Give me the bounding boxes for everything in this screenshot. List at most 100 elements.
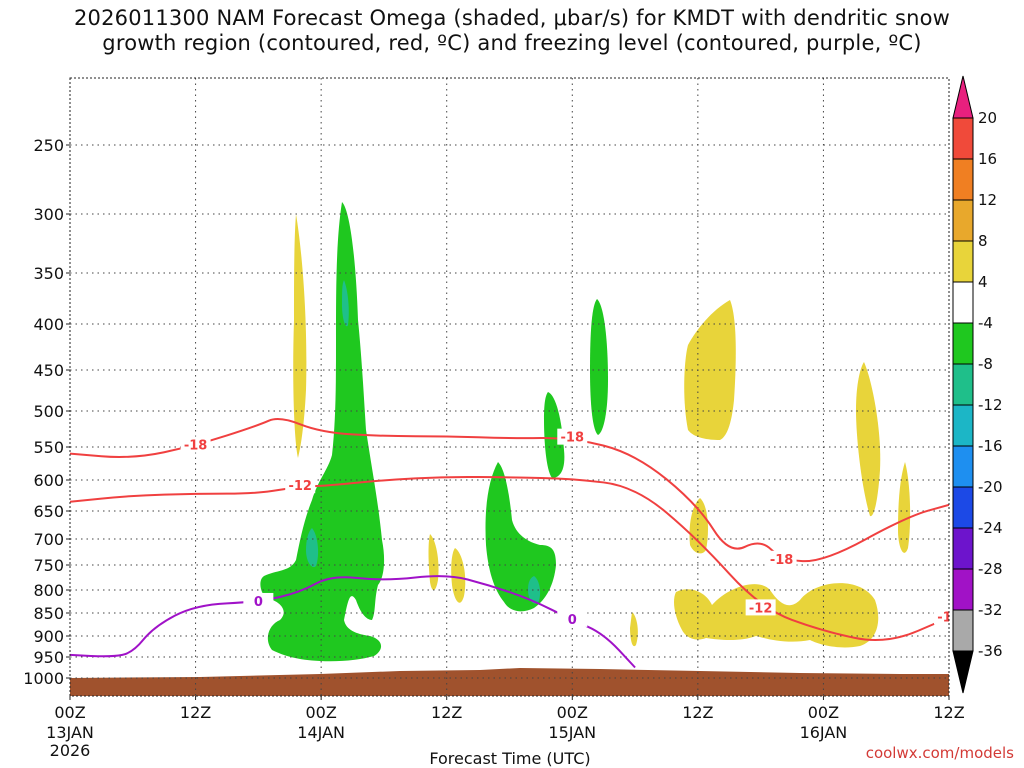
y-tick-label: 300 (33, 205, 64, 224)
contour-line (70, 475, 949, 642)
plot-frame (69, 77, 950, 697)
colorbar-label: -8 (978, 355, 993, 373)
omega-positive-region (630, 612, 638, 647)
y-tick-label: 950 (33, 648, 64, 667)
colorbar-label: 16 (978, 150, 997, 168)
contour-label-bg (766, 550, 797, 567)
y-tick-label: 500 (33, 402, 64, 421)
colorbar-label: 12 (978, 191, 997, 209)
chart-title: 2026011300 NAM Forecast Omega (shaded, μ… (0, 6, 1024, 56)
contour-label-bg (285, 477, 316, 494)
x-tick-label: 00Z (808, 703, 839, 722)
contour-label-bg (180, 436, 211, 453)
colorbar-label: -36 (978, 642, 1003, 660)
colorbar-swatch (952, 240, 974, 283)
omega-positive-region (451, 548, 466, 603)
contour-label-bg (557, 428, 588, 445)
y-tick-label: 250 (33, 136, 64, 155)
colorbar-swatch (952, 158, 974, 201)
x-tick-label: 00Z (557, 703, 588, 722)
contour-label: -18 (561, 431, 585, 446)
omega-positive-region (428, 534, 439, 591)
contour-label: 0 (568, 613, 577, 628)
colorbar-label: -16 (978, 437, 1003, 455)
colorbar-swatch (952, 281, 974, 324)
omega-positive-region (856, 362, 881, 517)
colorbar-label: -20 (978, 478, 1003, 496)
colorbar-swatch (952, 486, 974, 529)
colorbar-extend-bottom (952, 650, 974, 694)
colorbar-label: -32 (978, 601, 1003, 619)
y-tick-label: 550 (33, 438, 64, 457)
x-axis-title: Forecast Time (UTC) (429, 749, 590, 768)
omega-strong-core (306, 528, 319, 568)
x-tick-year: 2026 (50, 741, 91, 760)
y-tick-label: 800 (33, 581, 64, 600)
site-credit: coolwx.com/models (865, 744, 1014, 762)
omega-positive-region (689, 498, 708, 554)
colorbar-label: -4 (978, 314, 993, 332)
omega-positive-region (684, 300, 736, 440)
y-axis: 250 300 350 400 450 500 550 600 650 700 750 800 850 9… (23, 136, 70, 688)
omega-shading (70, 202, 949, 696)
colorbar-swatch (952, 117, 974, 160)
x-tick-label: 12Z (180, 703, 211, 722)
omega-positive-region (674, 583, 879, 648)
title-line-2: growth region (contoured, red, ºC) and f… (102, 31, 922, 55)
x-tick-label: 12Z (933, 703, 964, 722)
omega-positive-region (293, 214, 307, 458)
contour-label-bg (557, 610, 588, 627)
colorbar: 20 16 12 8 4 -4 -8 -12 -16 -20 -24 -28 -32 -36 (952, 75, 1003, 694)
colorbar-label: -12 (978, 396, 1003, 414)
y-tick-label: 750 (33, 556, 64, 575)
colorbar-swatch (952, 445, 974, 488)
y-tick-label: 700 (33, 530, 64, 549)
omega-strong-core (342, 280, 349, 327)
y-tick-label: 900 (33, 627, 64, 646)
contour-label: -18 (184, 439, 208, 454)
contour-label-bg (745, 599, 776, 616)
colorbar-swatch (952, 322, 974, 365)
contour-label-bg (243, 592, 274, 609)
colorbar-label: 20 (978, 109, 997, 127)
grid (70, 78, 949, 696)
y-tick-label: 400 (33, 315, 64, 334)
x-tick-date: 16JAN (800, 723, 848, 742)
contour-label: -12 (937, 611, 961, 626)
x-tick-date: 13JAN (46, 723, 94, 742)
colorbar-swatch (952, 363, 974, 406)
title-line-1: 2026011300 NAM Forecast Omega (shaded, μ… (73, 6, 951, 30)
colorbar-swatch (952, 404, 974, 447)
colorbar-swatch (952, 199, 974, 242)
contour-label: -12 (288, 479, 312, 494)
y-tick-label: 350 (33, 264, 64, 283)
omega-negative-region (590, 299, 608, 435)
x-tick-label: 12Z (682, 703, 713, 722)
omega-strong-core (528, 576, 541, 604)
omega-negative-region (260, 202, 385, 662)
colorbar-label: -28 (978, 560, 1003, 578)
x-tick-label: 00Z (305, 703, 336, 722)
contour-label-bg (934, 608, 949, 625)
contour-label: 0 (254, 595, 263, 610)
y-tick-label: 450 (33, 361, 64, 380)
omega-positive-region (898, 462, 911, 553)
contour-label: -18 (770, 553, 794, 568)
contour-line (70, 575, 636, 669)
x-tick-date: 15JAN (548, 723, 596, 742)
contour-label: -12 (749, 601, 773, 616)
colorbar-label: 8 (978, 232, 988, 250)
y-tick-label: 650 (33, 502, 64, 521)
y-tick-label: 1000 (23, 669, 64, 688)
y-tick-label: 600 (33, 471, 64, 490)
colorbar-swatch (952, 527, 974, 570)
x-tick-date: 14JAN (297, 723, 345, 742)
y-tick-label: 850 (33, 604, 64, 623)
x-tick-label: 00Z (54, 703, 85, 722)
x-tick-label: 12Z (431, 703, 462, 722)
terrain (70, 668, 949, 696)
contour-lines: -18 -18 -18 -12 -12 -12 0 0 (70, 418, 961, 669)
omega-negative-region (544, 392, 565, 478)
